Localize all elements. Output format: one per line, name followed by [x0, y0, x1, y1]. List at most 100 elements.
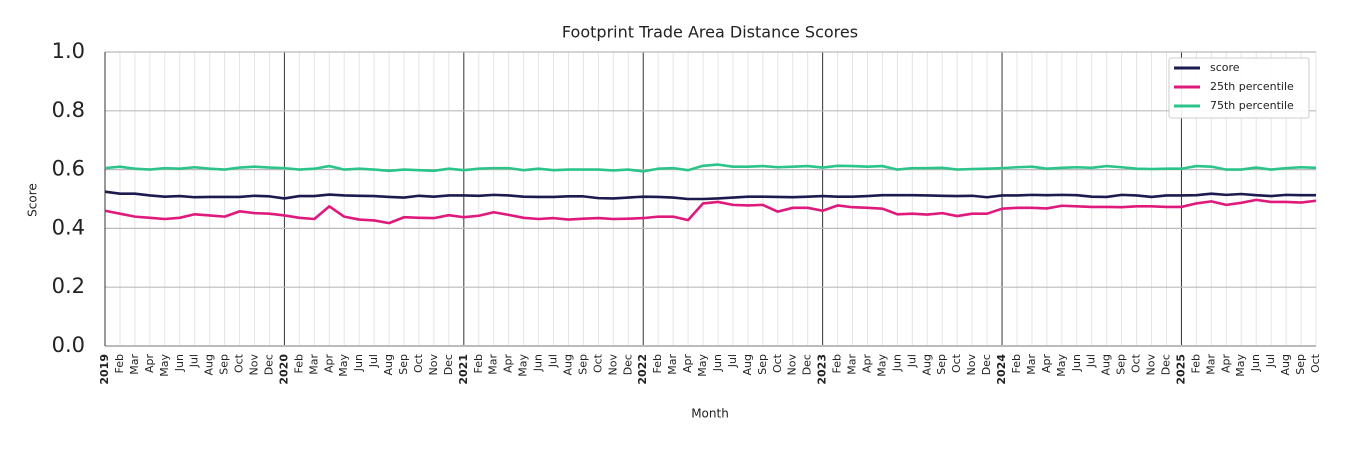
y-tick-label: 0.4 [52, 215, 85, 239]
x-tick-label: Apr [1040, 354, 1053, 374]
x-tick-label: Dec [1159, 354, 1172, 375]
x-tick-label: May [696, 354, 709, 377]
x-tick-label: Feb [1189, 354, 1202, 373]
x-tick-label: Jul [1085, 354, 1098, 368]
legend-label: score [1210, 61, 1240, 74]
x-axis-label: Month [691, 407, 729, 421]
x-tick-label: Mar [487, 354, 500, 375]
x-tick-label: Dec [442, 354, 455, 375]
x-tick-label: Sep [935, 354, 948, 375]
x-tick-label: Jul [188, 354, 201, 368]
x-tick-label: Apr [1219, 354, 1232, 374]
series-line [104, 163, 1317, 173]
y-tick-label: 0.6 [52, 157, 85, 181]
x-tick-label: Jul [547, 354, 560, 368]
x-tick-label: 2023 [816, 354, 829, 385]
x-tick-label: Feb [472, 354, 485, 373]
x-tick-label: Oct [233, 353, 246, 373]
y-axis-label: Score [26, 183, 40, 217]
x-tick-label: Oct [1130, 353, 1143, 373]
x-tick-label: Nov [427, 354, 440, 376]
x-tick-label: May [875, 354, 888, 377]
legend-box [1168, 57, 1310, 119]
x-tick-label: Aug [741, 354, 754, 375]
x-tick-label: Sep [218, 354, 231, 375]
series-line [104, 198, 1317, 225]
x-tick-label: Jul [1264, 354, 1277, 368]
x-tick-label: Mar [128, 354, 141, 375]
x-tick-label: Aug [203, 354, 216, 375]
x-tick-label: Dec [262, 354, 275, 375]
x-tick-label: Jul [726, 354, 739, 368]
x-tick-label: Jul [905, 354, 918, 368]
x-tick-label: May [517, 354, 530, 377]
x-tick-label: Mar [307, 354, 320, 375]
x-tick-label: Feb [831, 354, 844, 373]
x-tick-label: Aug [561, 354, 574, 375]
y-tick-label: 1.0 [52, 39, 85, 63]
x-tick-label: Feb [292, 354, 305, 373]
x-tick-label: Oct [1309, 353, 1322, 373]
x-tick-label: Dec [980, 354, 993, 375]
x-tick-label: 2020 [277, 354, 290, 385]
x-tick-label: Aug [920, 354, 933, 375]
x-tick-label: 2024 [995, 354, 1008, 385]
x-tick-label: Oct [771, 353, 784, 373]
x-tick-label: Apr [322, 354, 335, 374]
x-tick-label: Dec [801, 354, 814, 375]
x-tick-label: 2025 [1174, 354, 1187, 385]
x-tick-label: Sep [576, 354, 589, 375]
x-tick-label: Apr [681, 354, 694, 374]
legend-label: 25th percentile [1210, 80, 1294, 93]
x-tick-label: Aug [382, 354, 395, 375]
x-tick-label: Aug [1100, 354, 1113, 375]
x-tick-label: Jun [1249, 354, 1262, 372]
legend-label: 75th percentile [1210, 99, 1294, 112]
x-tick-label: Jun [1070, 354, 1083, 372]
x-tick-label: Feb [1010, 354, 1023, 373]
x-tick-label: Jun [532, 354, 545, 372]
x-tick-label: Sep [397, 354, 410, 375]
x-tick-label: Sep [1294, 354, 1307, 375]
x-tick-label: Nov [965, 354, 978, 376]
x-tick-label: Jun [711, 354, 724, 372]
x-tick-label: Oct [412, 353, 425, 373]
x-tick-label: Feb [113, 354, 126, 373]
x-tick-label: Dec [621, 354, 634, 375]
x-tick-label: Oct [950, 353, 963, 373]
x-tick-label: Nov [606, 354, 619, 376]
x-tick-label: Oct [591, 353, 604, 373]
x-tick-label: 2019 [98, 354, 111, 385]
x-tick-label: Jul [367, 354, 380, 368]
x-tick-label: Mar [846, 354, 859, 375]
x-tick-label: May [1055, 354, 1068, 377]
x-tick-label: 2022 [636, 354, 649, 385]
x-tick-label: May [158, 354, 171, 377]
x-tick-label: 2021 [457, 354, 470, 385]
x-tick-label: Mar [1204, 354, 1217, 375]
x-tick-label: Apr [143, 354, 156, 374]
x-tick-label: May [1234, 354, 1247, 377]
x-tick-label: Jun [890, 354, 903, 372]
x-tick-label: Sep [1115, 354, 1128, 375]
x-tick-label: Jun [173, 354, 186, 372]
x-tick-label: Sep [756, 354, 769, 375]
x-tick-label: Nov [786, 354, 799, 376]
x-tick-label: Nov [1145, 354, 1158, 376]
chart-title: Footprint Trade Area Distance Scores [562, 23, 858, 42]
x-tick-label: Nov [248, 354, 261, 376]
y-tick-label: 0.2 [52, 274, 85, 298]
x-tick-label: Apr [502, 354, 515, 374]
x-tick-label: Apr [860, 354, 873, 374]
y-tick-label: 0.8 [52, 98, 85, 122]
x-tick-label: Mar [1025, 354, 1038, 375]
x-tick-label: Feb [651, 354, 664, 373]
x-tick-label: May [337, 354, 350, 377]
x-tick-label: Jun [352, 354, 365, 372]
x-tick-label: Aug [1279, 354, 1292, 375]
y-tick-label: 0.0 [52, 333, 85, 357]
x-tick-label: Mar [666, 354, 679, 375]
series-line [104, 190, 1316, 201]
